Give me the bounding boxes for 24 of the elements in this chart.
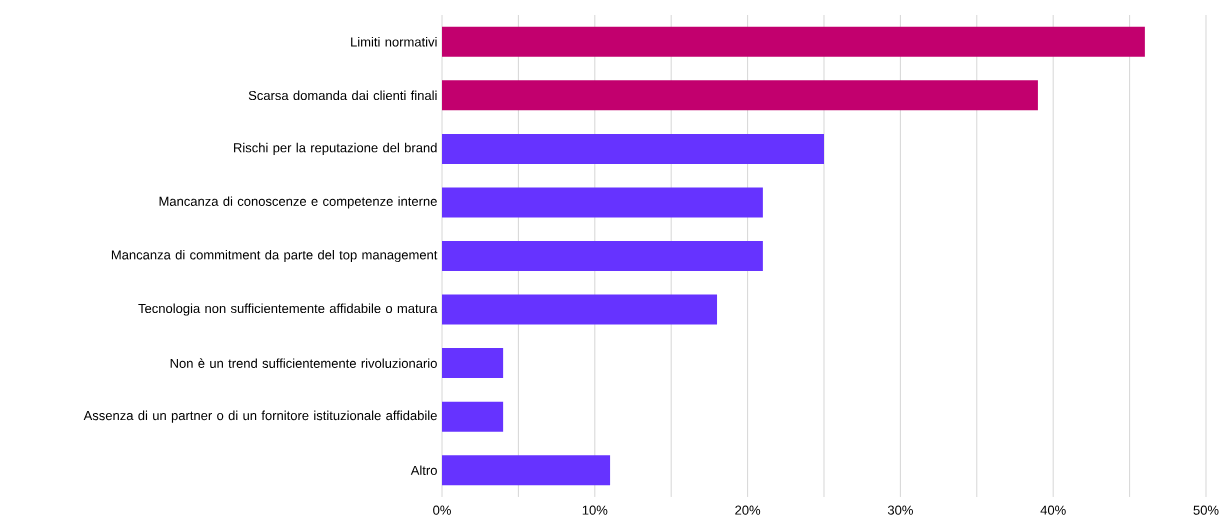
y-tick-label: Altro (410, 465, 437, 475)
x-tick-label: 50% (1193, 505, 1219, 515)
bar (442, 187, 763, 218)
x-tick-label: 0% (433, 505, 451, 515)
y-tick-label: Scarsa domanda dai clienti finali (248, 90, 437, 101)
y-tick-label: Tecnologia non sufficientemente affidabile o matura (138, 303, 438, 316)
x-tick-label: 10% (582, 505, 608, 515)
x-tick-label: 40% (1040, 505, 1066, 515)
bar (442, 401, 504, 432)
bar (442, 133, 824, 164)
y-tick-label: Mancanza di commitment da parte del top management (111, 249, 438, 263)
bar (442, 26, 1145, 57)
y-tick-label: Assenza di un partner o di un fornitore istituzionale affidabile (83, 410, 437, 423)
x-tick-label: 20% (735, 505, 761, 515)
y-tick-label: Rischi per la reputazione del brand (234, 142, 437, 155)
bar (442, 80, 1038, 111)
x-tick-label: 30% (887, 505, 913, 515)
y-tick-label: Mancanza di conoscenze e competenze interne (159, 196, 437, 209)
bar (442, 294, 718, 325)
y-tick-label: Non è un trend sufficientemente rivoluzionario (170, 358, 437, 368)
y-tick-label: Limiti normativi (351, 37, 437, 47)
bar (442, 455, 611, 486)
bar (442, 348, 504, 379)
bar (442, 241, 763, 271)
